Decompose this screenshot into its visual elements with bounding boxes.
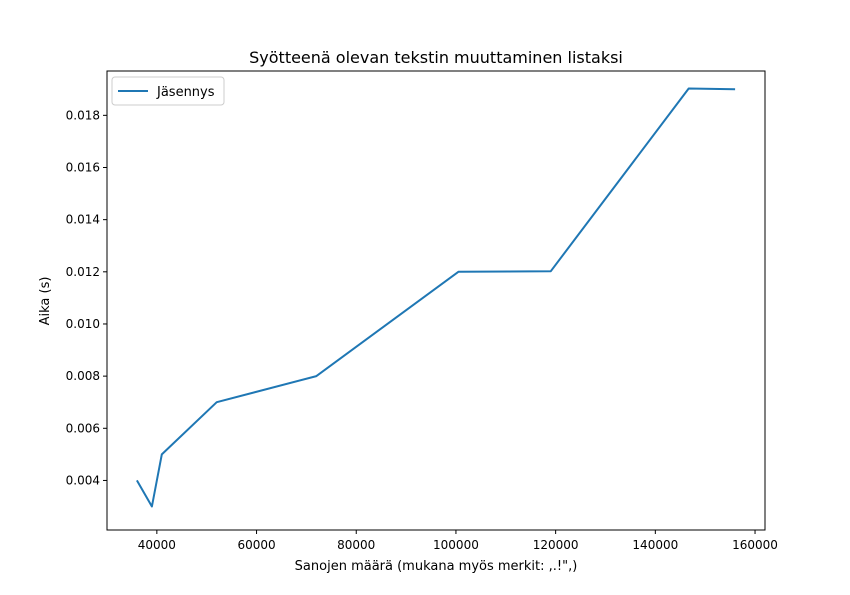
x-tick-label: 120000 [533,538,579,552]
y-tick-label: 0.012 [66,265,100,279]
legend-label: Jäsennys [156,85,215,100]
y-tick-label: 0.010 [66,317,100,331]
legend-box [111,76,225,106]
y-tick-label: 0.006 [66,421,100,435]
x-axis: 40000 60000 80000 100000 120000 140000 160000 [138,530,778,552]
legend: Jäsennys [111,76,225,106]
x-tick-label: 140000 [632,538,678,552]
y-tick-label: 0.004 [66,473,100,487]
x-tick-label: 40000 [138,538,176,552]
y-tick-label: 0.014 [66,213,100,227]
plot-frame [106,70,766,531]
y-axis: 0.004 0.006 0.008 0.010 0.012 0.014 0.016 0.018 [66,108,107,487]
x-tick-label: 80000 [337,538,375,552]
y-axis-title: Aika (s) [38,277,53,326]
x-tick-label: 160000 [732,538,778,552]
x-tick-label: 60000 [237,538,275,552]
plot-area [106,70,766,531]
x-tick-label: 100000 [433,538,479,552]
series-layer [136,87,736,508]
y-tick-label: 0.008 [66,369,100,383]
chart-title: Syötteenä olevan tekstin muuttaminen lis… [249,48,623,67]
series-line-0 [136,87,736,508]
y-tick-label: 0.016 [66,160,100,174]
x-axis-title: Sanojen määrä (mukana myös merkit: ,.!",… [295,559,578,574]
y-tick-label: 0.018 [66,108,100,122]
